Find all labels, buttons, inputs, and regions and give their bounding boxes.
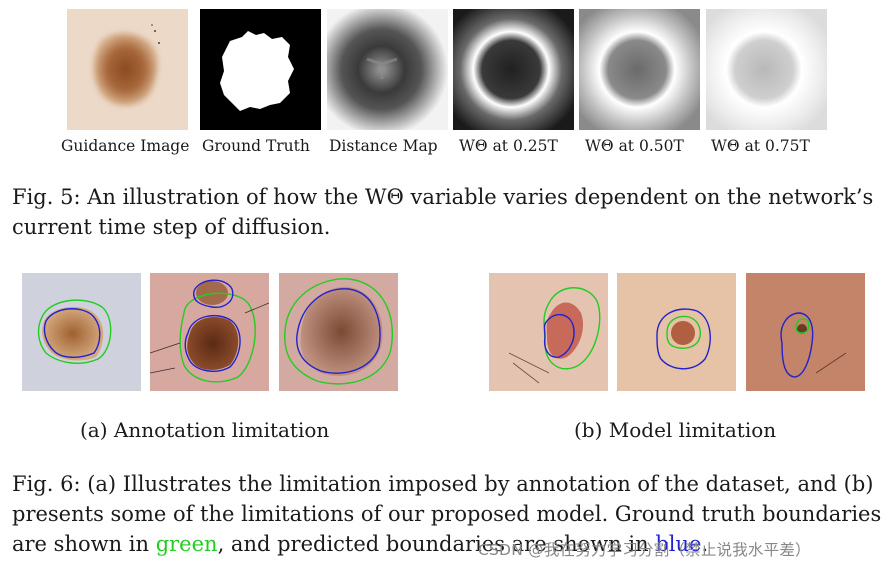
caption-ground-truth: Ground Truth [202,137,310,155]
blue-word: blue [655,532,702,556]
guidance-image [67,9,188,130]
figure-5-caption: Fig. 5: An illustration of how the WΘ va… [12,182,882,242]
w-theta-050 [579,9,700,130]
caption-w-075: WΘ at 0.75T [711,137,810,155]
model-example-2 [617,273,736,391]
annotation-example-3 [279,273,398,391]
subcaption-b: (b) Model limitation [574,418,777,442]
figure-6-caption: Fig. 6: (a) Illustrates the limitation i… [12,469,882,559]
distance-map [327,9,448,130]
figure-6-text-mid: , and predicted boundaries are shown in [217,532,656,556]
caption-w-050: WΘ at 0.50T [585,137,684,155]
ground-truth-mask [200,9,321,130]
figure-5-text: An illustration of how the WΘ variable v… [12,185,874,239]
subcaption-a: (a) Annotation limitation [80,418,330,442]
csdn-watermark: CSDN @我在努力学习分割（禁止说我水平差） [478,541,811,559]
figure-6-text: (a) Illustrates the limitation imposed b… [12,472,882,556]
model-example-3 [746,273,865,391]
caption-guidance-image: Guidance Image [61,137,190,155]
annotation-example-2 [150,273,269,391]
caption-w-025: WΘ at 0.25T [459,137,558,155]
w-theta-075 [706,9,827,130]
caption-distance-map: Distance Map [329,137,438,155]
figure-6-label: Fig. 6: [12,472,81,496]
model-example-1 [489,273,608,391]
figure-5-label: Fig. 5: [12,185,81,209]
w-theta-025 [453,9,574,130]
figure-6-text-end: . [701,532,709,556]
figure-5: Guidance Image Ground Truth Distance Map… [0,9,894,159]
annotation-example-1 [22,273,141,391]
green-word: green [155,532,218,556]
